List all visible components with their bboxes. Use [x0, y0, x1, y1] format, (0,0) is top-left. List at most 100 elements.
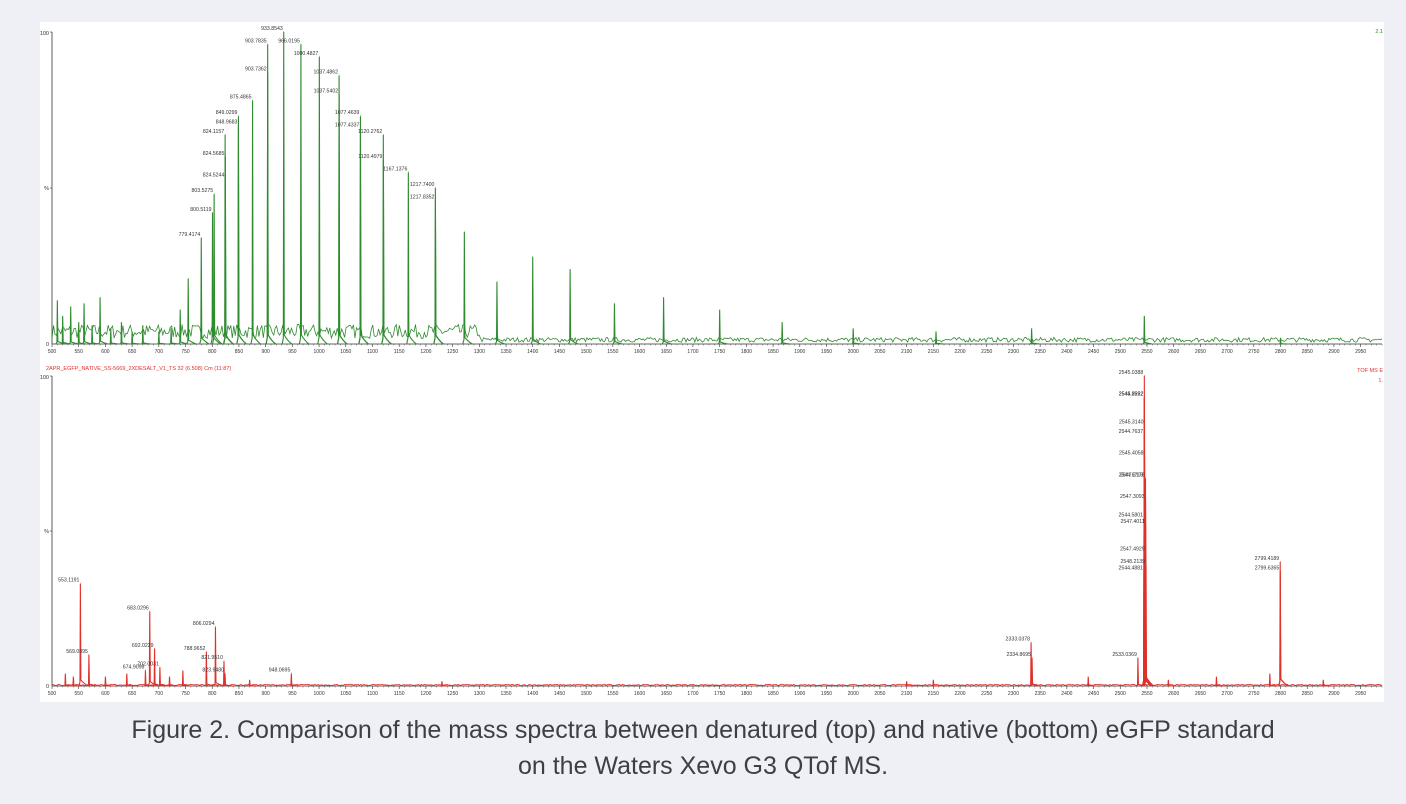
- x-tick-label: 1300: [474, 349, 485, 355]
- peak-label-group: 2799.4189: [1255, 556, 1281, 562]
- peak-label-group: 1120.2762: [358, 129, 384, 135]
- peak-label: 2545.2222: [1119, 392, 1144, 398]
- peak-label: 674.9098: [123, 665, 145, 671]
- x-tick-label: 1350: [500, 691, 511, 697]
- x-tick-label: 2250: [981, 349, 992, 355]
- x-tick-label: 1300: [474, 691, 485, 697]
- x-tick-label: 1900: [794, 691, 805, 697]
- spectrum-peak: [289, 673, 300, 687]
- spectrum-peak: [204, 651, 215, 687]
- spectrum-peak: [1214, 676, 1225, 687]
- spectrum-peak: [281, 31, 293, 345]
- peak-label-group: 2334.8695: [1007, 652, 1033, 659]
- peak-label: 2548.2139: [1120, 559, 1145, 565]
- x-tick-label: 2050: [874, 691, 885, 697]
- x-tick-label: 1950: [821, 691, 832, 697]
- peak-label-group: 2544.4881: [1119, 565, 1145, 572]
- peak-label: 2544.7637: [1119, 429, 1144, 435]
- spectrum-peak: [152, 648, 163, 687]
- peak-label: 2547.3093: [1120, 494, 1145, 500]
- spectrum-peak: [433, 200, 444, 345]
- spectrum-peak: [76, 322, 87, 345]
- spectrum-peak: [1030, 658, 1041, 687]
- spectrum-peak: [186, 278, 197, 345]
- peak-label-group: 948.0695: [269, 668, 292, 674]
- caption-line-2: on the Waters Xevo G3 QTof MS.: [517, 752, 889, 780]
- spectrum-peak: [1029, 328, 1040, 345]
- x-tick-label: 2450: [1088, 691, 1099, 697]
- x-tick-label: 800: [208, 349, 217, 355]
- spectrum-peak: [210, 212, 221, 345]
- x-tick-label: 1450: [554, 691, 565, 697]
- x-tick-label: 500: [48, 691, 57, 697]
- x-tick-label: 550: [75, 349, 84, 355]
- x-tick-label: 2550: [1141, 349, 1152, 355]
- x-tick-label: 1650: [661, 349, 672, 355]
- x-tick-label: 800: [208, 691, 217, 697]
- peak-label-group: 1077.4337: [335, 123, 361, 129]
- spectrum-peak: [86, 654, 97, 687]
- spectrum-peak: [462, 231, 473, 345]
- peak-label: 1077.4639: [335, 110, 360, 116]
- x-tick-label: 2400: [1061, 349, 1072, 355]
- peak-label-group: 2544.5801: [1119, 513, 1145, 519]
- peak-label-group: 1037.5402: [314, 88, 340, 95]
- peak-label-group: 2544.7637: [1119, 429, 1145, 435]
- spectrum-peak: [1142, 315, 1153, 345]
- peak-label: 2334.8695: [1007, 652, 1032, 658]
- x-tick-label: 1000: [314, 349, 325, 355]
- x-tick-label: 600: [101, 349, 110, 355]
- figure-panel: 100% 0 500 550 600 650 700 750 800 850 900 950 1000 1…: [40, 22, 1384, 702]
- x-tick-label: 1700: [687, 349, 698, 355]
- peak-label-group: 2545.2222: [1119, 392, 1145, 398]
- peak-label-group: 2547.4011: [1120, 519, 1146, 525]
- peak-label: 1037.5402: [314, 88, 339, 94]
- x-tick-label: 1400: [527, 691, 538, 697]
- x-tick-label: 1500: [581, 349, 592, 355]
- spectrum-peak: [78, 583, 89, 687]
- spectrum-peak: [63, 673, 74, 687]
- spectrum-peak: [181, 670, 191, 687]
- spectrum-peak: [568, 269, 579, 345]
- spectrum-peak: [124, 673, 135, 687]
- spectrum-peak: [71, 676, 82, 687]
- y-tick-label: 0: [46, 684, 49, 690]
- peak-label: 821.9510: [201, 655, 223, 661]
- spectrum-peak: [440, 681, 450, 687]
- x-tick-label: 1250: [447, 349, 458, 355]
- peak-label: 692.0229: [132, 643, 154, 649]
- peak-label: 2545.0388: [1119, 370, 1144, 376]
- x-tick-label: 900: [261, 691, 270, 697]
- peak-label: 702.0031: [137, 661, 159, 667]
- peak-label: 903.7362: [245, 67, 267, 73]
- x-tick-label: 2950: [1355, 691, 1366, 697]
- x-tick-label: 1350: [500, 349, 511, 355]
- peak-label: 849.0299: [216, 110, 238, 116]
- x-tick-label: 2650: [1195, 349, 1206, 355]
- x-tick-label: 2800: [1275, 691, 1286, 697]
- spectrum-peak: [199, 237, 210, 345]
- peak-label-group: 849.0299: [216, 110, 239, 117]
- x-tick-label: 700: [155, 349, 164, 355]
- spectrum-peak: [904, 681, 915, 687]
- x-tick-label: 850: [235, 691, 244, 697]
- peak-label-group: 569.0895: [66, 649, 90, 655]
- peak-label: 2544.8552: [1119, 392, 1144, 398]
- x-tick-label: 2250: [981, 691, 992, 697]
- x-tick-label: 1150: [394, 691, 405, 697]
- x-tick-label: 1250: [447, 691, 458, 697]
- peak-label: 553.1191: [58, 578, 79, 584]
- spectrum-peak: [1278, 337, 1289, 345]
- x-tick-label: 650: [128, 691, 137, 697]
- spectrum-peak: [82, 303, 93, 345]
- x-tick-label: 1900: [794, 349, 805, 355]
- x-tick-label: 2800: [1275, 349, 1286, 355]
- spectrum-peak: [934, 331, 945, 345]
- peak-label-group: 1037.4862: [314, 70, 340, 76]
- corner-label: 2.1: [1375, 29, 1383, 35]
- x-tick-label: 2850: [1302, 691, 1313, 697]
- spectrum-peak: [406, 172, 417, 345]
- corner-label: TOF MS E: [1357, 368, 1383, 374]
- x-tick-label: 950: [288, 691, 297, 697]
